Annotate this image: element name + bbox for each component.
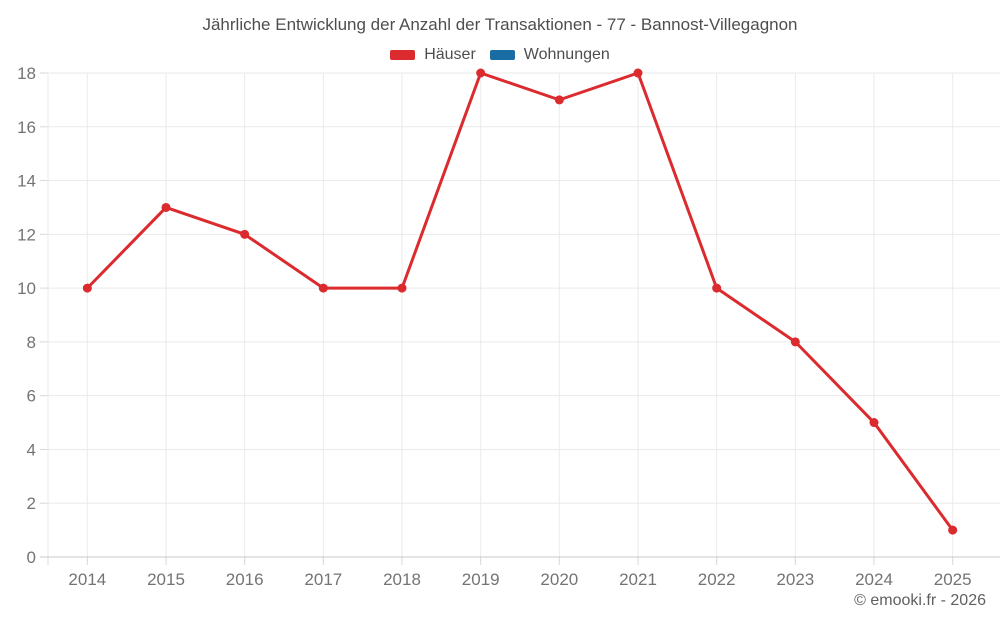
x-tick-label: 2015: [147, 570, 185, 589]
data-point-häuser-2025[interactable]: [948, 525, 958, 535]
x-tick-label: 2024: [855, 570, 893, 589]
legend-item-haeuser[interactable]: Häuser: [390, 46, 476, 64]
x-tick-label: 2018: [383, 570, 421, 589]
copyright: © emooki.fr - 2026: [854, 592, 986, 609]
haeuser-legend-swatch: [390, 50, 416, 60]
x-tick-label: 2019: [462, 570, 500, 589]
y-tick-label: 16: [17, 118, 36, 137]
y-gridlines: 0 2 4 6 8 10 12 14 16 18: [17, 64, 1000, 567]
series-häuser: [82, 68, 958, 535]
x-tick-label: 2017: [304, 570, 342, 589]
y-tick-label: 18: [17, 64, 36, 83]
y-tick-label: 2: [27, 494, 36, 513]
häuser-line: [85, 71, 955, 532]
x-tick-label: 2014: [68, 570, 106, 589]
y-tick-label: 4: [27, 440, 36, 459]
legend: Häuser Wohnungen: [0, 46, 1000, 64]
y-tick-label: 14: [17, 172, 36, 191]
data-point-häuser-2015[interactable]: [161, 202, 171, 212]
y-tick-label: 0: [27, 548, 36, 567]
data-point-häuser-2022[interactable]: [712, 283, 722, 293]
x-tick-label: 2025: [934, 570, 972, 589]
x-tick-label: 2023: [776, 570, 814, 589]
data-point-häuser-2023[interactable]: [790, 337, 800, 347]
y-tick-label: 6: [27, 387, 36, 406]
x-gridlines: 2014 2015 2016 2017 2018 2019 2020 2021 2022 2023…: [47, 73, 972, 589]
wohnungen-legend-swatch: [489, 50, 515, 60]
y-tick-label: 8: [27, 333, 36, 352]
data-point-häuser-2017[interactable]: [318, 283, 328, 293]
chart-title: Jährliche Entwicklung der Anzahl der Tra…: [202, 15, 798, 34]
y-tick-label: 10: [17, 279, 36, 298]
data-point-häuser-2014[interactable]: [82, 283, 92, 293]
data-point-häuser-2021[interactable]: [633, 68, 643, 78]
x-tick-label: 2016: [226, 570, 264, 589]
x-tick-label: 2022: [698, 570, 736, 589]
x-tick-label: 2020: [540, 570, 578, 589]
data-point-häuser-2024[interactable]: [869, 418, 879, 428]
data-point-häuser-2019[interactable]: [476, 68, 486, 78]
x-tick-label: 2021: [619, 570, 657, 589]
wohnungen-legend-label: Wohnungen: [523, 46, 610, 63]
y-tick-label: 12: [17, 225, 36, 244]
legend-item-wohnungen[interactable]: Wohnungen: [489, 46, 610, 64]
data-point-häuser-2016[interactable]: [240, 229, 250, 239]
data-point-häuser-2020[interactable]: [554, 95, 564, 105]
haeuser-legend-label: Häuser: [424, 46, 476, 63]
data-point-häuser-2018[interactable]: [397, 283, 407, 293]
